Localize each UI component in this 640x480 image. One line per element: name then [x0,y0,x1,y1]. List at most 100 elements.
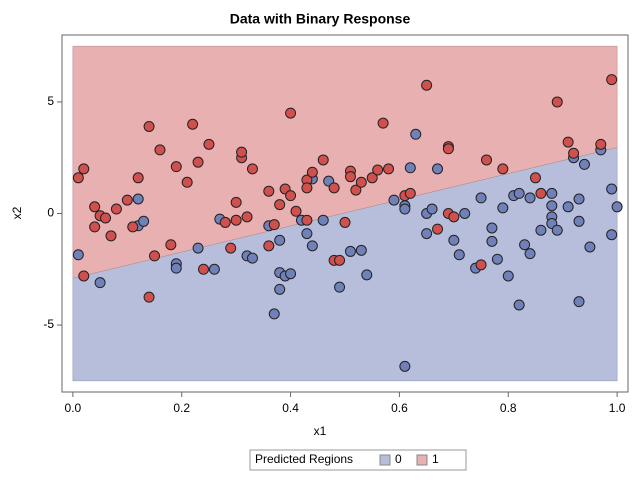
point [72,249,84,261]
point [426,203,438,215]
point [154,144,166,156]
y-tick-label: 5 [47,94,54,108]
x-tick-label: 1.0 [609,401,626,415]
point [317,214,329,226]
point [573,215,585,227]
point [241,211,253,223]
y-axis-label: x2 [10,206,24,219]
point [225,242,237,254]
point [551,96,563,108]
point [513,187,525,199]
point [383,163,395,175]
point [89,201,101,213]
point [432,163,444,175]
point [268,308,280,320]
point [219,216,231,228]
legend: Predicted Regions 0 1 [249,449,467,471]
point [410,128,422,140]
point [165,239,177,251]
point [519,239,531,251]
point [546,200,558,212]
point [100,212,112,224]
point [274,234,286,246]
point [143,120,155,132]
point [578,158,590,170]
point [584,241,596,253]
point [306,166,318,178]
point [611,201,623,213]
chart-title: Data with Binary Response [230,11,411,27]
point [143,291,155,303]
point [181,176,193,188]
point [344,245,356,257]
point [274,283,286,295]
point [268,219,280,231]
point [355,244,367,256]
point [486,222,498,234]
point [551,224,563,236]
point [481,154,492,166]
point [524,248,536,260]
point [562,136,574,148]
point [121,194,133,206]
point [459,208,471,219]
x-tick-label: 0.6 [391,401,408,415]
x-tick-label: 0.8 [500,401,517,415]
point [198,263,209,275]
point [524,192,536,204]
point [355,176,367,188]
point [203,138,215,150]
point [192,156,204,168]
point [486,235,498,247]
point [535,187,547,199]
point [72,172,84,184]
point [361,269,373,281]
point [94,277,106,289]
point [448,211,460,223]
point [208,263,220,275]
point [453,249,465,261]
legend-label: 0 [395,452,402,466]
point [535,224,547,236]
point [399,360,411,372]
point [344,171,356,183]
point [595,138,607,150]
point [339,216,351,228]
point [285,107,297,119]
point [170,262,182,274]
point [236,146,248,158]
point [301,182,313,194]
point [334,254,346,266]
point [89,221,101,233]
region [72,45,618,279]
legend-swatch [416,454,428,466]
point [187,118,199,130]
point [421,228,433,240]
point [606,183,618,195]
point [317,154,329,166]
legend-frame [249,449,467,471]
point [372,164,384,176]
point [366,172,378,184]
point [432,223,444,235]
point [562,201,574,213]
y-tick-label: -5 [43,317,54,331]
point [263,240,275,252]
point [606,74,618,86]
point [475,192,487,204]
point [192,242,204,254]
point [448,234,460,246]
legend-label: 1 [432,452,439,466]
point [132,172,144,184]
legend-title: Predicted Regions [255,452,353,466]
point [404,162,416,174]
point [285,190,297,202]
point [546,187,558,199]
point [78,270,90,282]
point [334,281,346,293]
point [475,259,487,271]
point [513,299,525,311]
point [491,253,503,265]
point [138,215,150,227]
